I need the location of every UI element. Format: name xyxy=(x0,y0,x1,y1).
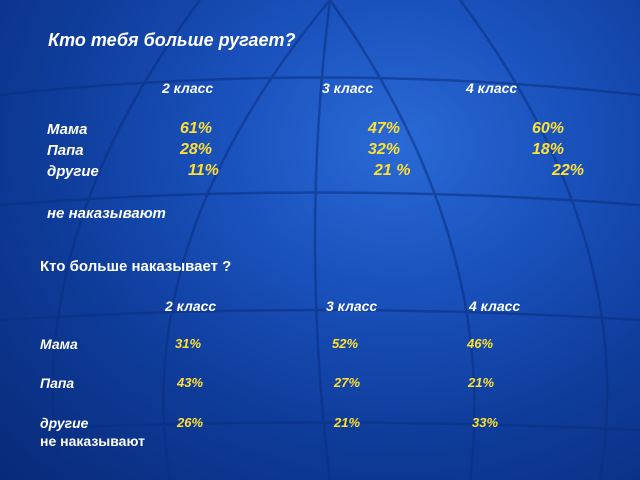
q1-value: 32% xyxy=(368,141,401,158)
q1-value: 22% xyxy=(552,162,585,179)
q2-row-label: Папа xyxy=(40,375,75,391)
q1-value: 21 % xyxy=(374,162,411,179)
q2-value: 46% xyxy=(467,336,494,351)
q1-title: Кто тебя больше ругает? xyxy=(48,30,296,50)
q1-value: 60% xyxy=(532,120,565,137)
q2-note: не наказывают xyxy=(40,433,145,449)
q2-value: 26% xyxy=(177,415,204,430)
q2-header-grade-3: 3 класс xyxy=(326,298,378,314)
q2-value: 27% xyxy=(334,375,361,390)
q2-header-grade-2: 2 класс xyxy=(165,298,217,314)
q1-header-grade-4: 4 класс xyxy=(466,80,518,96)
q2-value: 21% xyxy=(334,415,361,430)
q2-row-label: другие xyxy=(40,415,89,431)
q2-value: 43% xyxy=(177,375,204,390)
q1-value: 18% xyxy=(532,141,565,158)
q1-row-label: Мама xyxy=(47,121,88,138)
q1-row-label: другие xyxy=(47,163,99,180)
q1-value: 61% xyxy=(180,120,213,137)
q1-value: 28% xyxy=(180,141,213,158)
q2-value: 31% xyxy=(175,336,202,351)
q1-header-grade-3: 3 класс xyxy=(322,80,374,96)
q1-value: 47% xyxy=(368,120,401,137)
q2-title: Кто больше наказывает ? xyxy=(40,258,232,275)
q2-header-grade-4: 4 класс xyxy=(469,298,521,314)
q1-header-grade-2: 2 класс xyxy=(162,80,214,96)
q2-value: 52% xyxy=(332,336,359,351)
q2-row-label: Мама xyxy=(40,336,78,352)
q1-value: 11% xyxy=(188,162,219,179)
q2-value: 21% xyxy=(468,375,495,390)
q1-note: не наказывают xyxy=(47,205,166,222)
q1-row-label: Папа xyxy=(47,142,84,159)
q2-value: 33% xyxy=(472,415,499,430)
